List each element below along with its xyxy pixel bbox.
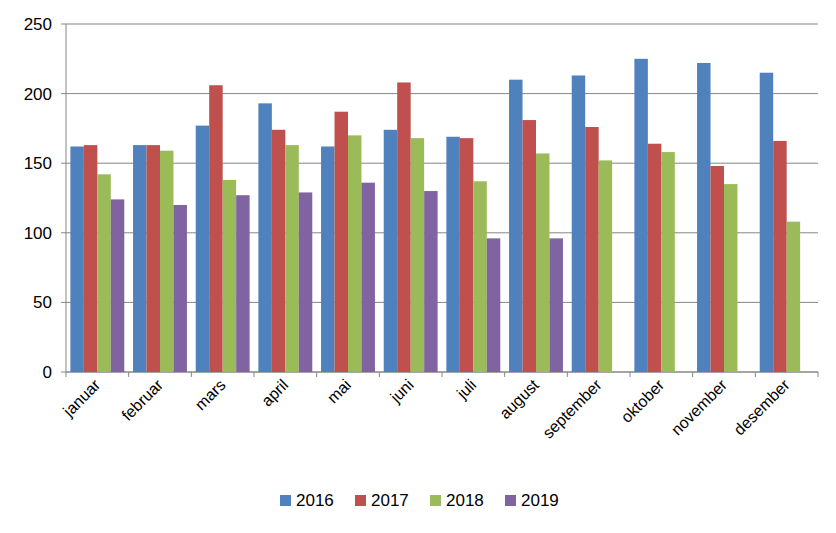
y-tick (61, 24, 66, 25)
bar (321, 146, 334, 372)
bar (509, 80, 522, 372)
bar (549, 238, 562, 372)
bar (348, 135, 361, 372)
bars (70, 59, 800, 372)
y-tick (61, 232, 66, 233)
bar (411, 138, 424, 372)
y-tick-label: 50 (33, 293, 52, 312)
bar (147, 145, 160, 372)
bar (133, 145, 146, 372)
bar (397, 82, 410, 372)
bar (711, 166, 724, 372)
legend-label: 2018 (446, 491, 484, 510)
bar (661, 152, 674, 372)
bar (384, 130, 397, 372)
bar (585, 127, 598, 372)
legend-swatch (430, 495, 441, 506)
x-tick (316, 372, 317, 377)
bar (236, 195, 249, 372)
bar (111, 199, 124, 372)
y-tick (61, 93, 66, 94)
bar (258, 103, 271, 372)
bar (787, 222, 800, 372)
chart: 0 50 100 150 200 250 januar februar mars april mai… (0, 0, 836, 533)
bar (648, 144, 661, 372)
y-axis (66, 24, 67, 372)
bar (84, 145, 97, 372)
x-tick-label: juli (453, 376, 480, 403)
y-tick-label: 100 (24, 224, 52, 243)
x-tick (818, 372, 819, 377)
x-tick (128, 372, 129, 377)
y-tick (61, 163, 66, 164)
bar (361, 183, 374, 372)
x-tick-label: desember (730, 376, 793, 439)
bar (223, 180, 236, 372)
legend-label: 2017 (371, 491, 409, 510)
x-tick-label: juni (386, 376, 416, 406)
bar (299, 192, 312, 372)
legend-label: 2019 (521, 491, 559, 510)
x-tick-label: februar (118, 376, 166, 424)
bar (697, 63, 710, 372)
x-tick (755, 372, 756, 377)
y-tick (61, 372, 66, 373)
legend-label: 2016 (296, 491, 334, 510)
bar (424, 191, 437, 372)
bar (523, 120, 536, 372)
x-tick (692, 372, 693, 377)
y-tick-label: 200 (24, 85, 52, 104)
bar (70, 146, 83, 372)
bar (572, 76, 585, 372)
bar (634, 59, 647, 372)
x-tick-label: november (668, 376, 731, 439)
bar (173, 205, 186, 372)
bar (285, 145, 298, 372)
bar (536, 153, 549, 372)
bar (724, 184, 737, 372)
bar (196, 126, 209, 372)
legend-swatch (355, 495, 366, 506)
x-tick-label: august (496, 376, 542, 422)
bar (460, 138, 473, 372)
x-tick (442, 372, 443, 377)
bar (160, 151, 173, 372)
bar (760, 73, 773, 372)
x-tick (254, 372, 255, 377)
x-tick-label: mars (192, 376, 229, 413)
bar (446, 137, 459, 372)
x-tick-label: oktober (618, 376, 668, 426)
legend: 2016 2017 2018 2019 (280, 491, 559, 510)
bar (209, 85, 222, 372)
legend-swatch (280, 495, 291, 506)
y-tick (61, 302, 66, 303)
x-tick-label: september (539, 376, 605, 442)
x-tick (191, 372, 192, 377)
x-tick-label: april (258, 376, 291, 409)
x-tick (567, 372, 568, 377)
grid-line (66, 24, 818, 25)
legend-swatch (505, 495, 516, 506)
bar (97, 174, 110, 372)
x-tick (379, 372, 380, 377)
bar (272, 130, 285, 372)
x-tick-label: mai (324, 376, 354, 406)
y-tick-label: 150 (24, 154, 52, 173)
bar (335, 112, 348, 372)
x-tick (504, 372, 505, 377)
bar (473, 181, 486, 372)
y-tick-label: 0 (43, 363, 52, 382)
y-tick-label: 250 (24, 15, 52, 34)
x-tick (66, 372, 67, 377)
bar (599, 160, 612, 372)
bar (773, 141, 786, 372)
x-tick-label: januar (59, 376, 104, 421)
bar (487, 238, 500, 372)
x-tick (630, 372, 631, 377)
